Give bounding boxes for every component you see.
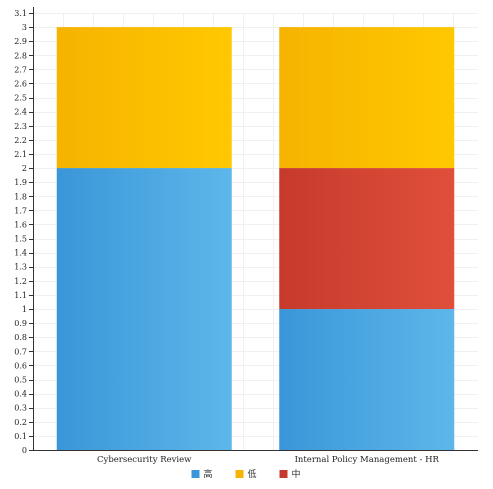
bar-segment[interactable] <box>279 168 455 310</box>
y-axis-ticks: 0 0.1 0.2 0.3 0.4 0.5 0.6 0.7 0.8 0.9 1 1.1 1.2 1.3 1.… <box>14 9 33 455</box>
y-tick-label: 0.8 <box>14 333 27 342</box>
y-tick-label: 1.1 <box>14 291 27 300</box>
y-tick-label: 0.1 <box>14 432 27 441</box>
y-tick-label: 1 <box>22 305 27 314</box>
y-tick-label: 2.9 <box>14 37 27 46</box>
y-tick-label: 3.1 <box>14 9 27 18</box>
y-tick-label: 0.6 <box>14 361 27 370</box>
y-tick-label: 2.2 <box>14 136 27 145</box>
y-tick-label: 1.9 <box>14 178 27 187</box>
legend: 高低中 <box>191 468 301 480</box>
legend-swatch <box>191 470 200 478</box>
y-tick-label: 2.7 <box>14 65 27 74</box>
legend-label: 高 <box>204 468 213 480</box>
x-axis-labels: Cybersecurity Review Internal Policy Mana… <box>97 455 439 465</box>
legend-swatch <box>235 470 244 478</box>
legend-label: 中 <box>292 468 301 480</box>
bars <box>56 27 455 450</box>
y-tick-label: 1.8 <box>14 192 27 201</box>
y-tick-label: 2.6 <box>14 79 27 88</box>
legend-item[interactable]: 低 <box>235 468 257 480</box>
legend-label: 低 <box>248 468 257 480</box>
y-tick-label: 0.7 <box>14 347 27 356</box>
y-tick-label: 1.2 <box>14 277 27 286</box>
y-tick-label: 0.9 <box>14 319 27 328</box>
legend-item[interactable]: 中 <box>279 468 301 480</box>
y-tick-label: 2.3 <box>14 122 27 131</box>
y-tick-label: 2.1 <box>14 150 27 159</box>
bar-segment[interactable] <box>56 27 232 169</box>
y-tick-label: 2.4 <box>14 108 27 117</box>
y-tick-label: 0.4 <box>14 390 27 399</box>
y-tick-label: 0.3 <box>14 404 27 413</box>
y-tick-label: 1.6 <box>14 220 27 229</box>
y-tick-label: 0.2 <box>14 418 27 427</box>
x-category-label: Internal Policy Management - HR <box>295 455 440 465</box>
y-tick-label: 1.7 <box>14 206 27 215</box>
y-tick-label: 3 <box>22 23 27 32</box>
bar-segment[interactable] <box>279 309 455 450</box>
x-category-label: Cybersecurity Review <box>97 455 192 465</box>
y-tick-label: 0.5 <box>14 376 27 385</box>
legend-swatch <box>279 470 288 478</box>
y-tick-label: 1.3 <box>14 263 27 272</box>
y-tick-label: 1.4 <box>14 249 27 258</box>
y-tick-label: 0 <box>22 446 27 455</box>
legend-item[interactable]: 高 <box>191 468 213 480</box>
y-tick-label: 1.5 <box>14 235 27 244</box>
y-tick-label: 2.5 <box>14 94 27 103</box>
y-tick-label: 2 <box>22 164 27 173</box>
bar-segment[interactable] <box>279 27 455 169</box>
bar-segment[interactable] <box>56 168 232 450</box>
y-tick-label: 2.8 <box>14 51 27 60</box>
